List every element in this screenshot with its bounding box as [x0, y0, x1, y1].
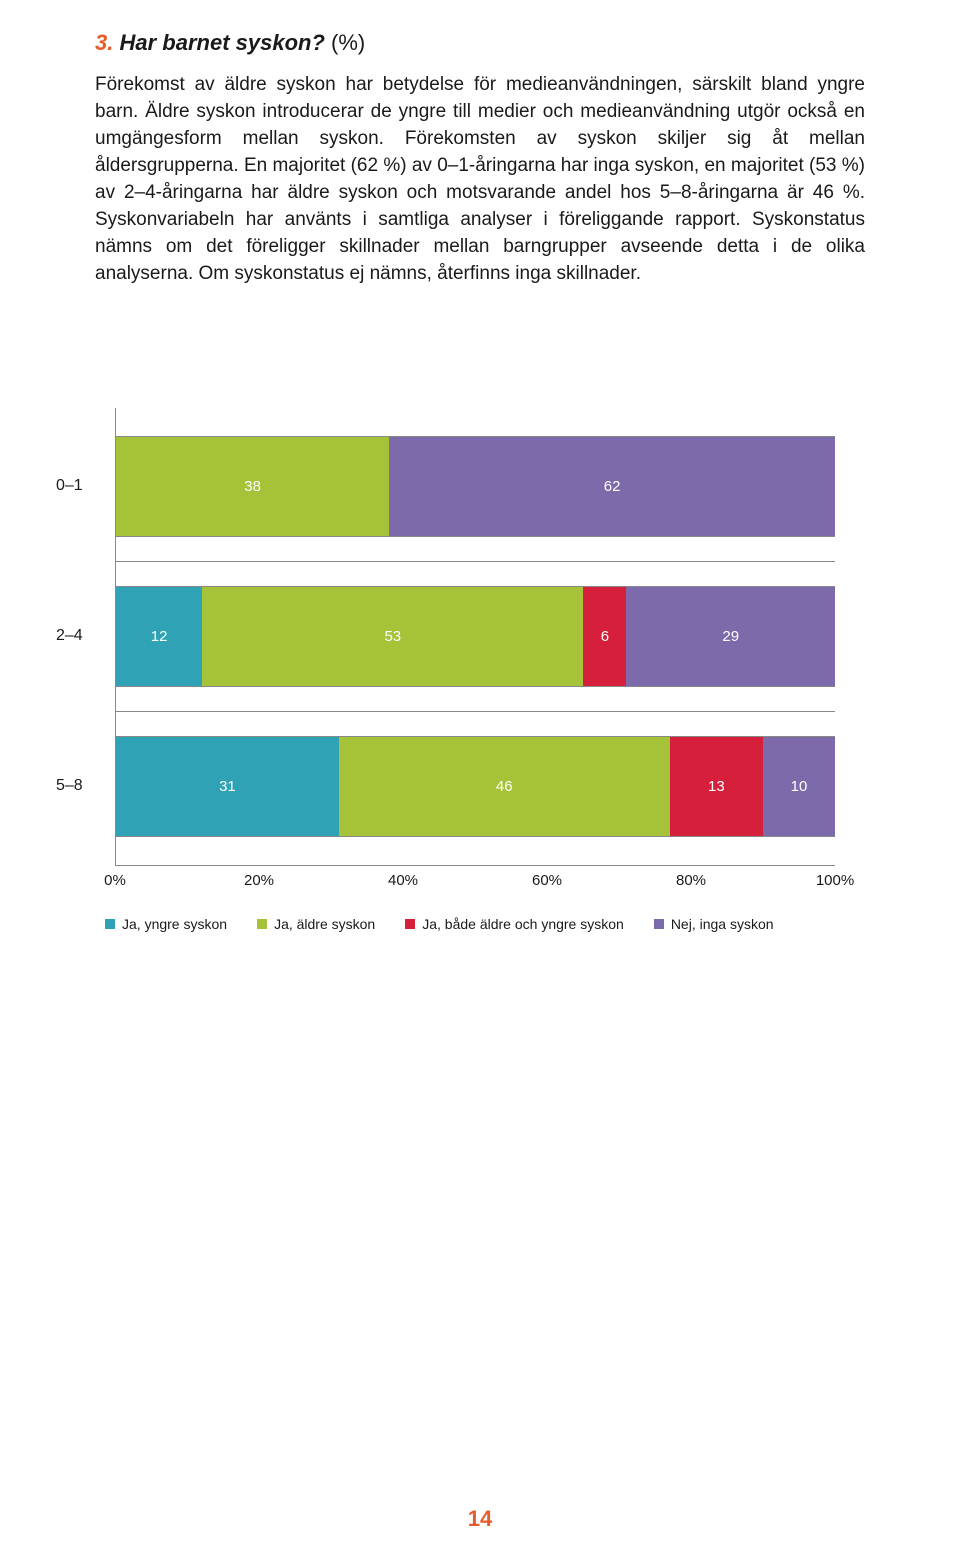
chart-x-tick: 100% — [816, 872, 854, 889]
chart-row-gap — [116, 412, 835, 437]
legend-label: Ja, äldre syskon — [274, 916, 375, 932]
chart-segment: 53 — [202, 587, 583, 686]
chart-segment: 10 — [763, 737, 835, 836]
chart-segment-value: 38 — [244, 478, 261, 495]
chart-x-tick: 80% — [676, 872, 706, 889]
legend-swatch — [105, 919, 115, 929]
chart-segment: 31 — [116, 737, 339, 836]
chart-segment: 46 — [339, 737, 670, 836]
chart-row: 314613105–8 — [116, 712, 835, 862]
chart-segment: 62 — [389, 437, 835, 536]
legend-label: Ja, yngre syskon — [122, 916, 227, 932]
chart-x-tick: 40% — [388, 872, 418, 889]
legend-label: Nej, inga syskon — [671, 916, 774, 932]
chart-row-gap — [116, 562, 835, 587]
page-number: 14 — [468, 1506, 492, 1532]
chart-segment: 29 — [626, 587, 835, 686]
question-number: 3. — [95, 30, 113, 55]
chart-segment: 13 — [670, 737, 763, 836]
question-heading: 3. Har barnet syskon? (%) — [95, 30, 865, 56]
siblings-chart: 38620–112536292–4314613105–8 0%20%40%60%… — [115, 408, 835, 932]
chart-row: 38620–1 — [116, 412, 835, 562]
chart-segment-value: 46 — [496, 778, 513, 795]
body-paragraph: Förekomst av äldre syskon har betydelse … — [95, 72, 865, 288]
chart-segment-value: 31 — [219, 778, 236, 795]
chart-row-gap — [116, 712, 835, 737]
chart-x-tick: 20% — [244, 872, 274, 889]
chart-segment-value: 6 — [601, 628, 609, 645]
chart-segment-value: 29 — [722, 628, 739, 645]
chart-segment-value: 12 — [151, 628, 168, 645]
legend-label: Ja, både äldre och yngre syskon — [422, 916, 624, 932]
chart-category-label: 2–4 — [56, 627, 83, 645]
chart-row-gap — [116, 837, 835, 862]
chart-segment-value: 62 — [604, 478, 621, 495]
chart-plot-area: 38620–112536292–4314613105–8 — [115, 408, 835, 866]
legend-item: Ja, både äldre och yngre syskon — [405, 916, 624, 932]
chart-bar: 31 46 13 10 — [116, 737, 835, 837]
chart-x-tick: 60% — [532, 872, 562, 889]
chart-x-axis: 0%20%40%60%80%100% — [115, 870, 835, 898]
chart-category-label: 5–8 — [56, 777, 83, 795]
chart-segment-value: 10 — [791, 778, 808, 795]
chart-row-gap — [116, 687, 835, 712]
legend-item: Ja, yngre syskon — [105, 916, 227, 932]
chart-row: 12536292–4 — [116, 562, 835, 712]
question-title: Har barnet syskon? — [119, 30, 324, 55]
chart-bar: 12 53 6 29 — [116, 587, 835, 687]
chart-x-tick: 0% — [104, 872, 126, 889]
chart-category-label: 0–1 — [56, 477, 83, 495]
chart-legend: Ja, yngre syskon Ja, äldre syskon Ja, både… — [105, 916, 865, 932]
chart-segment: 6 — [583, 587, 626, 686]
legend-swatch — [257, 919, 267, 929]
chart-row-gap — [116, 537, 835, 562]
legend-swatch — [405, 919, 415, 929]
chart-segment-value: 13 — [708, 778, 725, 795]
chart-segment: 12 — [116, 587, 202, 686]
legend-swatch — [654, 919, 664, 929]
legend-item: Ja, äldre syskon — [257, 916, 375, 932]
question-pct: (%) — [331, 30, 365, 55]
legend-item: Nej, inga syskon — [654, 916, 774, 932]
chart-segment: 38 — [116, 437, 389, 536]
chart-segment-value: 53 — [384, 628, 401, 645]
chart-bar: 38 62 — [116, 437, 835, 537]
